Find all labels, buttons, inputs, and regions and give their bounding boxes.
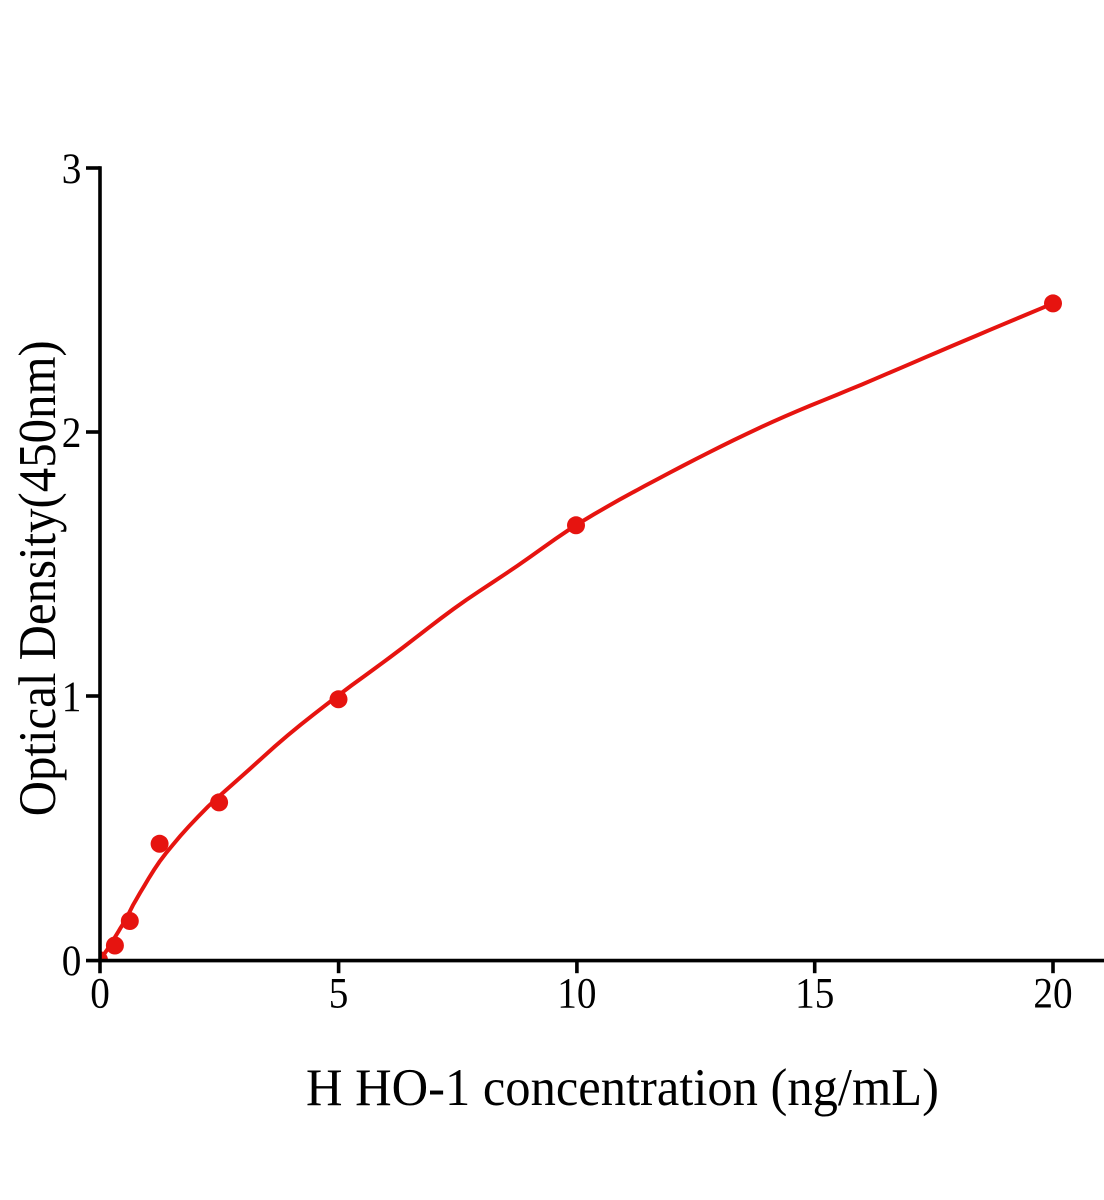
svg-text:20: 20 (1033, 970, 1072, 1018)
svg-text:5: 5 (329, 970, 349, 1018)
svg-text:H HO-1 concentration (ng/mL): H HO-1 concentration (ng/mL) (306, 1058, 939, 1117)
svg-text:3: 3 (62, 145, 82, 193)
svg-text:2: 2 (62, 409, 82, 457)
svg-text:15: 15 (795, 970, 834, 1018)
svg-text:0: 0 (62, 937, 82, 985)
svg-text:Optical Density(450nm): Optical Density(450nm) (8, 340, 67, 816)
svg-text:0: 0 (90, 970, 110, 1018)
svg-text:10: 10 (557, 970, 596, 1018)
svg-text:1: 1 (62, 673, 82, 721)
